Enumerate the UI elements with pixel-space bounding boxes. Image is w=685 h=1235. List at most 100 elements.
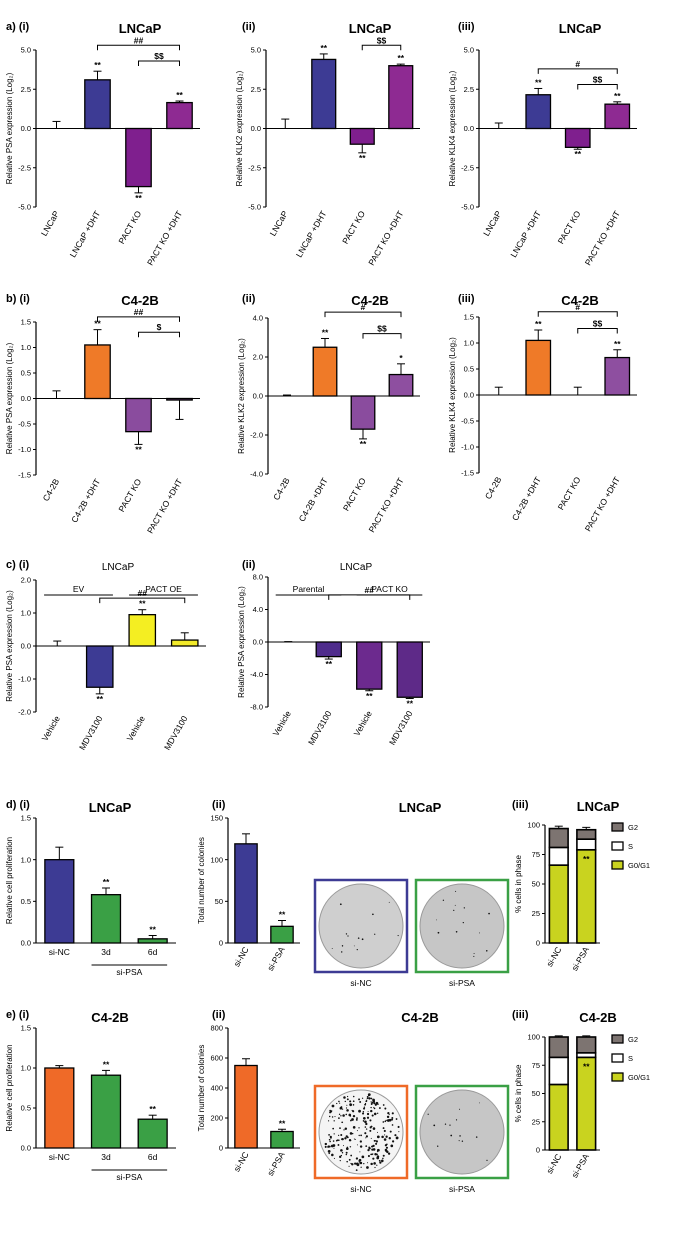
colony-dot <box>349 1132 353 1135</box>
y-tick-label: 0.0 <box>464 391 474 400</box>
panel-label: b) (i) <box>6 293 30 305</box>
colony-dot <box>355 1162 359 1166</box>
colony-dot <box>384 1120 387 1123</box>
chart-e_iii: (iii) C4-2B 0 25 50 75 100 % cells in phase si-N… <box>512 1009 650 1180</box>
colony-dot <box>458 1140 460 1142</box>
colony-dot <box>333 1133 335 1135</box>
y-tick-label: 100 <box>210 855 223 864</box>
y-axis-label: Relative KLK2 expression (Log₂) <box>237 338 246 454</box>
significance-label: ** <box>574 149 581 159</box>
y-axis-label: Relative KLK4 expression (Log₂) <box>448 70 457 186</box>
colony-dot <box>463 907 465 909</box>
colony-dot <box>367 1096 369 1098</box>
stacked-segment <box>576 828 597 840</box>
colony-plate-image: si-PSA <box>414 1084 510 1194</box>
sub-group-label: si-PSA <box>116 1172 142 1182</box>
bar <box>388 373 414 397</box>
chart-c_ii: (ii) LNCaP -8.0 -4.0 0.0 4.0 8.0 Relative PSA e… <box>237 559 430 747</box>
y-tick-label: 1.0 <box>21 1064 31 1073</box>
colony-dot <box>389 1130 392 1133</box>
chart-title: C4-2B <box>401 1010 439 1025</box>
chart-e_i: e) (i) C4-2B 0.0 0.5 1.0 1.5 Relative cell pro… <box>5 1009 176 1182</box>
colony-dot <box>361 1155 365 1159</box>
y-tick-label: 1.5 <box>21 318 31 327</box>
y-tick-label: 1.0 <box>464 339 474 348</box>
x-tick-label: LNCaP <box>481 209 504 238</box>
x-tick-label: si-NC <box>544 945 563 968</box>
colony-dot <box>350 1154 353 1157</box>
colony-dot <box>376 1135 380 1139</box>
y-tick-label: 800 <box>210 1024 223 1033</box>
colony-dot <box>372 1144 375 1148</box>
colony-dot <box>352 1100 355 1103</box>
colony-dot <box>358 1127 360 1129</box>
panel-label: d) (i) <box>6 799 30 811</box>
y-tick-label: 1.0 <box>21 609 31 618</box>
colony-dot <box>327 1150 331 1153</box>
colony-dot <box>391 1118 394 1121</box>
colony-dot <box>346 1104 348 1106</box>
colony-dot <box>328 1145 331 1148</box>
stacked-segment <box>576 838 597 851</box>
y-axis-label: % cells in phase <box>514 1064 523 1122</box>
bar <box>125 127 152 188</box>
colony-dot <box>332 1140 335 1142</box>
colony-dot <box>339 1160 341 1162</box>
colony-dot <box>374 1166 376 1169</box>
colony-dot <box>387 1115 389 1118</box>
y-tick-label: 2.0 <box>253 353 263 362</box>
significance-label: ** <box>94 60 101 70</box>
significance-label: ** <box>135 444 142 454</box>
colony-dot <box>337 1139 340 1142</box>
colony-dot <box>345 1113 348 1116</box>
colony-dot <box>340 1154 343 1157</box>
y-tick-label: 2.5 <box>464 85 474 94</box>
y-tick-label: -5.0 <box>18 203 31 212</box>
y-axis-label: Relative PSA expression (Log₂) <box>5 590 14 702</box>
colony-dot <box>473 952 475 954</box>
colony-dot <box>370 1109 373 1113</box>
colony-dot <box>394 1134 397 1137</box>
chart-b_iii: (iii) C4-2B -1.5 -1.0 -0.5 0.0 0.5 1.0 1.5 Relati… <box>448 293 637 533</box>
colony-dot <box>355 1169 358 1172</box>
colony-dot <box>368 1147 371 1150</box>
significance-label: ** <box>103 877 110 887</box>
colony-dot <box>382 1157 384 1160</box>
colony-dot <box>444 1123 447 1125</box>
y-tick-label: -2.5 <box>461 163 474 172</box>
colony-dot <box>462 922 464 924</box>
colony-dot <box>352 1104 355 1106</box>
x-tick-label: LNCaP <box>268 209 291 238</box>
colony-plate-image: si-NC <box>313 1084 409 1194</box>
colony-dot <box>382 1127 385 1130</box>
colony-dot <box>329 1140 331 1143</box>
y-tick-label: 400 <box>210 1084 223 1093</box>
chart-title: C4-2B <box>91 1010 129 1025</box>
colony-dot <box>367 1162 369 1164</box>
colony-dot <box>388 1114 390 1116</box>
colony-dot <box>347 935 349 937</box>
y-tick-label: 1.5 <box>21 814 31 823</box>
colony-dot <box>365 1122 368 1126</box>
colony-dot <box>367 1154 370 1158</box>
colony-dot <box>324 1145 327 1148</box>
y-tick-label: -4.0 <box>250 670 263 679</box>
colony-dot <box>366 1116 370 1119</box>
y-tick-label: -0.5 <box>18 420 31 429</box>
colony-dot <box>370 1137 372 1139</box>
significance-label: ** <box>535 319 542 329</box>
significance-label: ** <box>325 659 332 669</box>
x-tick-label: C4-2B <box>41 477 62 503</box>
y-tick-label: -2.5 <box>248 163 261 172</box>
y-tick-label: 4.0 <box>253 314 263 323</box>
bar <box>84 79 111 130</box>
x-tick-label: C4-2B <box>271 476 292 502</box>
colony-dot <box>359 1161 363 1165</box>
y-tick-label: 150 <box>210 814 223 823</box>
colony-dot <box>373 1140 376 1142</box>
significance-label: ** <box>149 1104 156 1114</box>
colony-dot <box>387 1112 390 1115</box>
colony-dot <box>362 1120 365 1122</box>
comparison-bracket <box>324 311 402 318</box>
panel-label: (iii) <box>458 21 475 33</box>
